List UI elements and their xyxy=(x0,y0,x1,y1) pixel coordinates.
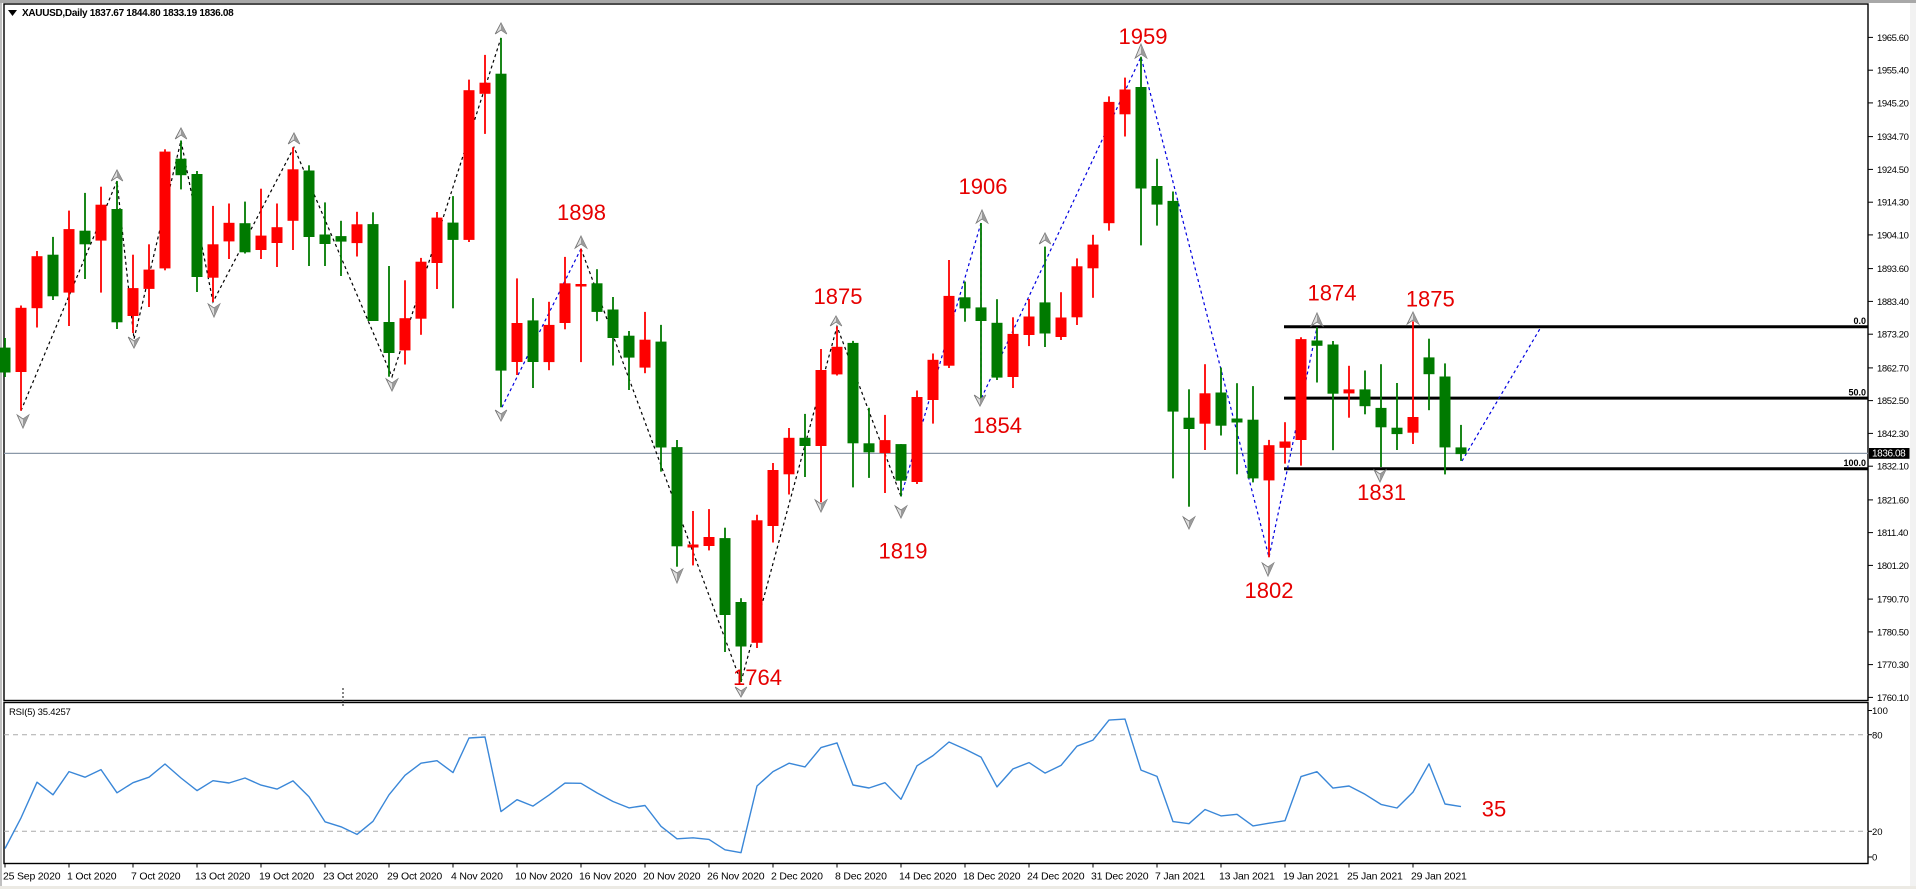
svg-text:1945.20: 1945.20 xyxy=(1877,98,1909,109)
svg-text:1883.40: 1883.40 xyxy=(1877,297,1909,308)
svg-text:1842.30: 1842.30 xyxy=(1877,429,1909,440)
svg-text:0: 0 xyxy=(1872,852,1877,863)
svg-text:25 Jan 2021: 25 Jan 2021 xyxy=(1347,871,1403,883)
svg-text:31 Dec 2020: 31 Dec 2020 xyxy=(1091,871,1149,883)
svg-text:XAUUSD,Daily 1837.67 1844.80: XAUUSD,Daily 1837.67 1844.80 1833.19 183… xyxy=(22,8,234,19)
svg-text:19 Jan 2021: 19 Jan 2021 xyxy=(1283,871,1339,883)
svg-text:1770.30: 1770.30 xyxy=(1877,660,1909,671)
svg-text:23 Oct 2020: 23 Oct 2020 xyxy=(323,871,378,883)
svg-text:26 Nov 2020: 26 Nov 2020 xyxy=(707,871,765,883)
svg-text:1934.70: 1934.70 xyxy=(1877,132,1909,143)
svg-text:RSI(5) 35.4257: RSI(5) 35.4257 xyxy=(9,707,71,718)
svg-text:20 Nov 2020: 20 Nov 2020 xyxy=(643,871,701,883)
svg-text:1906: 1906 xyxy=(959,174,1008,199)
svg-text:7 Jan 2021: 7 Jan 2021 xyxy=(1155,871,1205,883)
svg-text:100.0: 100.0 xyxy=(1843,458,1866,468)
svg-text:1854: 1854 xyxy=(973,413,1022,438)
svg-text:1924.50: 1924.50 xyxy=(1877,165,1909,176)
svg-text:1955.40: 1955.40 xyxy=(1877,66,1909,77)
svg-text:0.0: 0.0 xyxy=(1853,316,1866,326)
svg-text:100: 100 xyxy=(1872,706,1888,717)
svg-text:1790.70: 1790.70 xyxy=(1877,595,1909,606)
svg-text:1965.60: 1965.60 xyxy=(1877,33,1909,44)
svg-text:1873.20: 1873.20 xyxy=(1877,330,1909,341)
svg-text:1764: 1764 xyxy=(733,665,782,690)
svg-text:1875: 1875 xyxy=(1406,287,1455,312)
svg-text:1 Oct 2020: 1 Oct 2020 xyxy=(67,871,117,883)
svg-text:1852.50: 1852.50 xyxy=(1877,396,1909,407)
svg-text:16 Nov 2020: 16 Nov 2020 xyxy=(579,871,637,883)
svg-text:1862.70: 1862.70 xyxy=(1877,363,1909,374)
svg-text:1914.30: 1914.30 xyxy=(1877,198,1909,209)
svg-text:10 Nov 2020: 10 Nov 2020 xyxy=(515,871,573,883)
svg-text:24 Dec 2020: 24 Dec 2020 xyxy=(1027,871,1085,883)
svg-text:1831: 1831 xyxy=(1357,480,1406,505)
svg-text:13 Oct 2020: 13 Oct 2020 xyxy=(195,871,250,883)
svg-text:1780.50: 1780.50 xyxy=(1877,627,1909,638)
svg-text:8 Dec 2020: 8 Dec 2020 xyxy=(835,871,887,883)
svg-text:20: 20 xyxy=(1872,827,1883,838)
svg-text:1801.20: 1801.20 xyxy=(1877,561,1909,572)
svg-text:13 Jan 2021: 13 Jan 2021 xyxy=(1219,871,1275,883)
svg-text:1898: 1898 xyxy=(557,200,606,225)
svg-text:29 Jan 2021: 29 Jan 2021 xyxy=(1411,871,1467,883)
svg-text:4 Nov 2020: 4 Nov 2020 xyxy=(451,871,503,883)
svg-text:18 Dec 2020: 18 Dec 2020 xyxy=(963,871,1021,883)
svg-text:1802: 1802 xyxy=(1245,578,1294,603)
svg-text:1904.10: 1904.10 xyxy=(1877,230,1909,241)
svg-text:1874: 1874 xyxy=(1308,281,1357,306)
svg-text:25 Sep 2020: 25 Sep 2020 xyxy=(3,871,61,883)
svg-text:50.0: 50.0 xyxy=(1848,388,1866,398)
svg-text:1821.60: 1821.60 xyxy=(1877,495,1909,506)
svg-text:1811.40: 1811.40 xyxy=(1877,528,1908,539)
svg-text:80: 80 xyxy=(1872,731,1883,742)
svg-text:1959: 1959 xyxy=(1119,24,1168,49)
svg-text:35: 35 xyxy=(1482,797,1506,822)
svg-text:1819: 1819 xyxy=(879,539,928,564)
svg-text:14 Dec 2020: 14 Dec 2020 xyxy=(899,871,957,883)
svg-text:29 Oct 2020: 29 Oct 2020 xyxy=(387,871,442,883)
svg-text:1836.08: 1836.08 xyxy=(1872,449,1906,460)
svg-text:7 Oct 2020: 7 Oct 2020 xyxy=(131,871,181,883)
svg-text:2 Dec 2020: 2 Dec 2020 xyxy=(771,871,823,883)
svg-text:1893.60: 1893.60 xyxy=(1877,264,1909,275)
svg-text:19 Oct 2020: 19 Oct 2020 xyxy=(259,871,314,883)
svg-text:1875: 1875 xyxy=(814,284,863,309)
svg-text:1760.10: 1760.10 xyxy=(1877,693,1909,704)
svg-text:1832.10: 1832.10 xyxy=(1877,462,1909,473)
